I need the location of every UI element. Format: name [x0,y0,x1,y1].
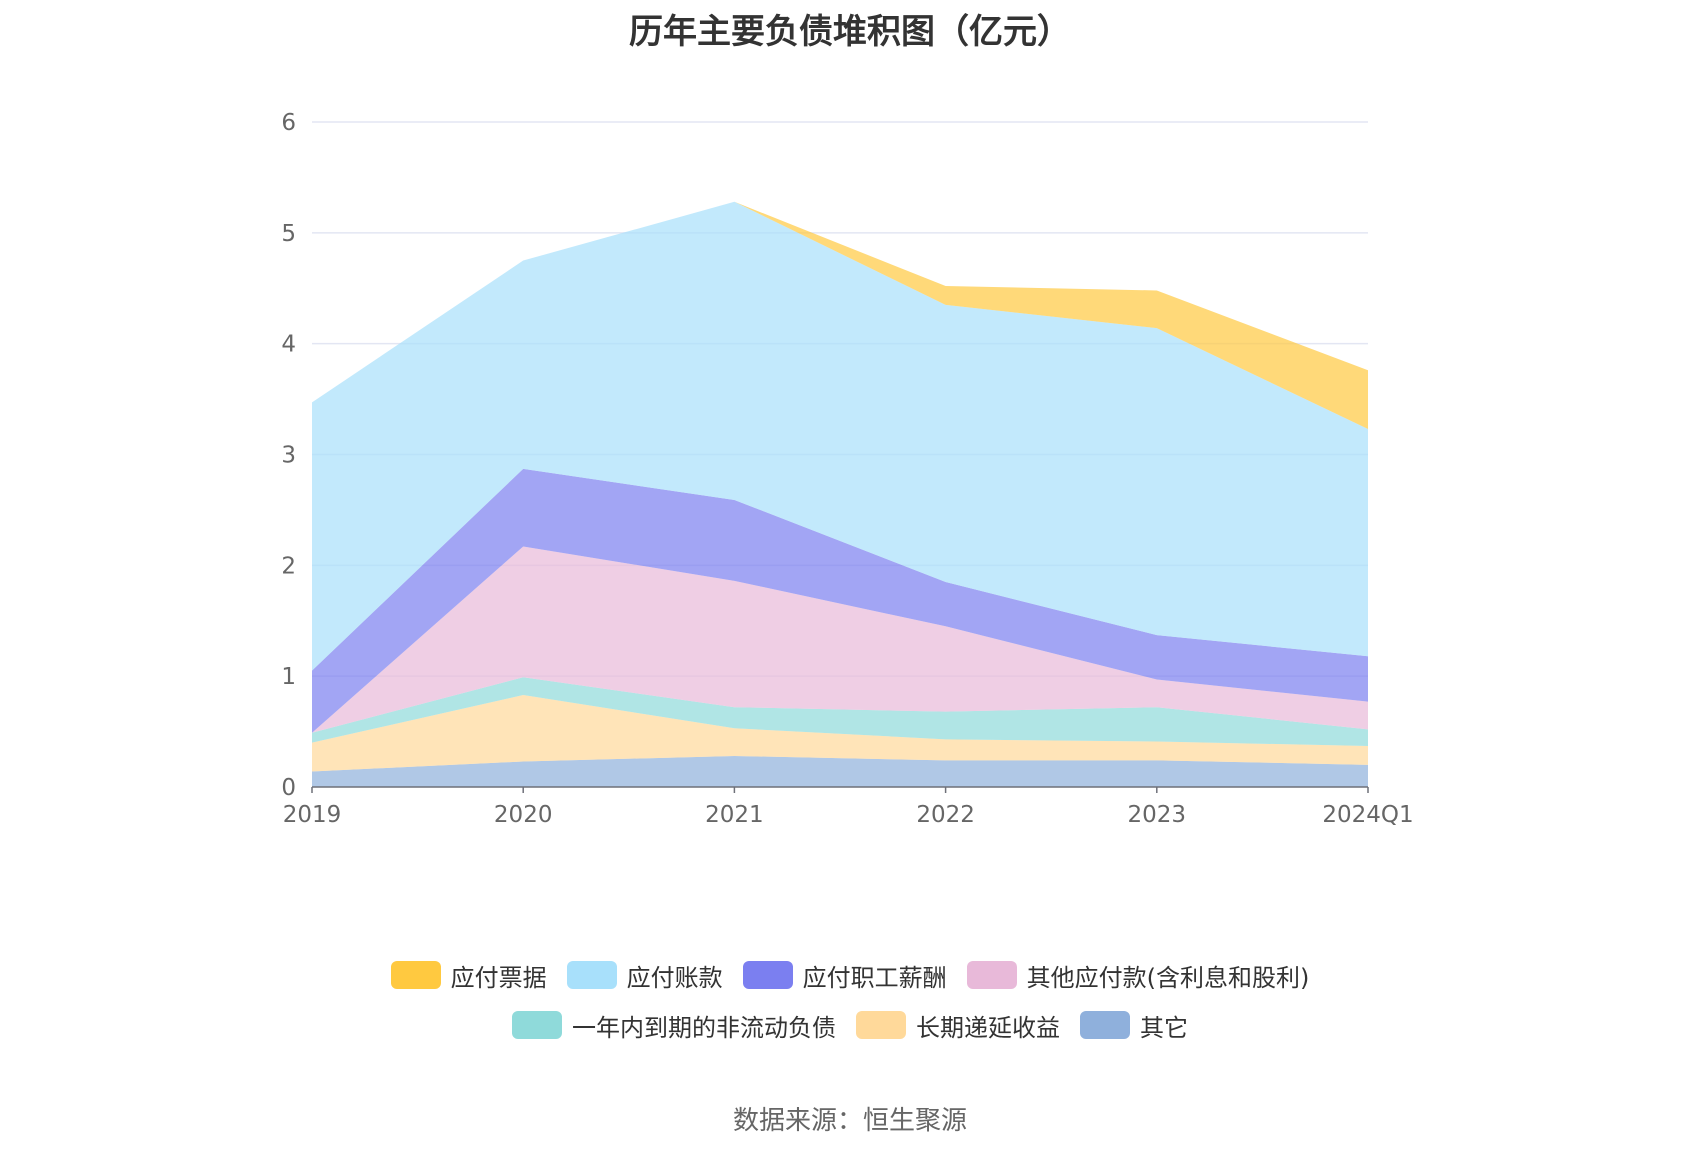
x-tick-label: 2021 [705,802,764,828]
legend-item[interactable]: 长期递延收益 [856,1008,1060,1043]
legend-row: 应付票据 应付账款 应付职工薪酬 其他应付款(含利息和股利) [0,950,1700,1000]
legend-label: 一年内到期的非流动负债 [572,1013,836,1042]
legend-label: 应付账款 [626,963,723,992]
legend-label: 长期递延收益 [916,1013,1060,1042]
legend-swatch [566,961,617,989]
x-tick-label: 2022 [916,802,975,828]
x-tick-label: 2023 [1128,802,1187,828]
y-tick-label: 0 [281,775,296,801]
legend-swatch [966,961,1017,989]
x-axis [311,786,1369,793]
area-series-长期递延收益 [312,695,1368,772]
source-note: 数据来源：恒生聚源 [732,1106,967,1136]
area-series-其他应付款(含利息和股利) [312,546,1368,733]
y-tick-label: 3 [281,443,296,469]
legend-label: 应付职工薪酬 [802,963,947,992]
legend: 应付票据 应付账款 应付职工薪酬 其他应付款(含利息和股利) 一年内到期的非流动负债 长… [0,950,1700,1050]
area-series-应付票据 [312,201,1368,430]
legend-item[interactable]: 应付职工薪酬 [742,958,947,993]
y-tick-label: 6 [281,110,296,136]
legend-swatch [390,961,441,989]
legend-item[interactable]: 应付票据 [390,958,547,993]
x-tick-label: 2020 [494,802,553,828]
area-series-应付账款 [312,201,1368,671]
y-tick-label: 2 [281,553,296,579]
legend-item[interactable]: 其它 [1080,1008,1188,1043]
y-tick-label: 1 [281,664,296,690]
area-series-其它 [312,755,1368,787]
area-series-一年内到期的非流动负债 [312,677,1368,746]
legend-item[interactable]: 其他应付款(含利息和股利) [966,958,1310,993]
area-series [312,201,1368,787]
legend-swatch [742,961,793,989]
legend-label: 其它 [1140,1013,1188,1042]
legend-item[interactable]: 应付账款 [566,958,723,993]
legend-row: 一年内到期的非流动负债 长期递延收益 其它 [0,1000,1700,1050]
area-series-应付职工薪酬 [312,468,1368,733]
x-tick-label: 2024Q1 [1322,802,1413,828]
legend-swatch [1080,1011,1130,1039]
y-tick-label: 4 [281,332,296,358]
legend-item[interactable]: 一年内到期的非流动负债 [512,1008,836,1043]
legend-swatch [856,1011,906,1039]
legend-label: 应付票据 [450,963,547,992]
legend-label: 其他应付款(含利息和股利) [1026,963,1310,992]
x-axis-tick-labels: 2019 2020 2021 2022 2023 2024Q1 [283,802,1414,828]
x-tick-label: 2019 [283,802,342,828]
chart-title: 历年主要负债堆积图（亿元） [629,12,1071,52]
y-axis-tick-labels: 0 1 2 3 4 5 6 [281,110,296,801]
y-tick-label: 5 [281,221,296,247]
legend-swatch [512,1011,562,1039]
